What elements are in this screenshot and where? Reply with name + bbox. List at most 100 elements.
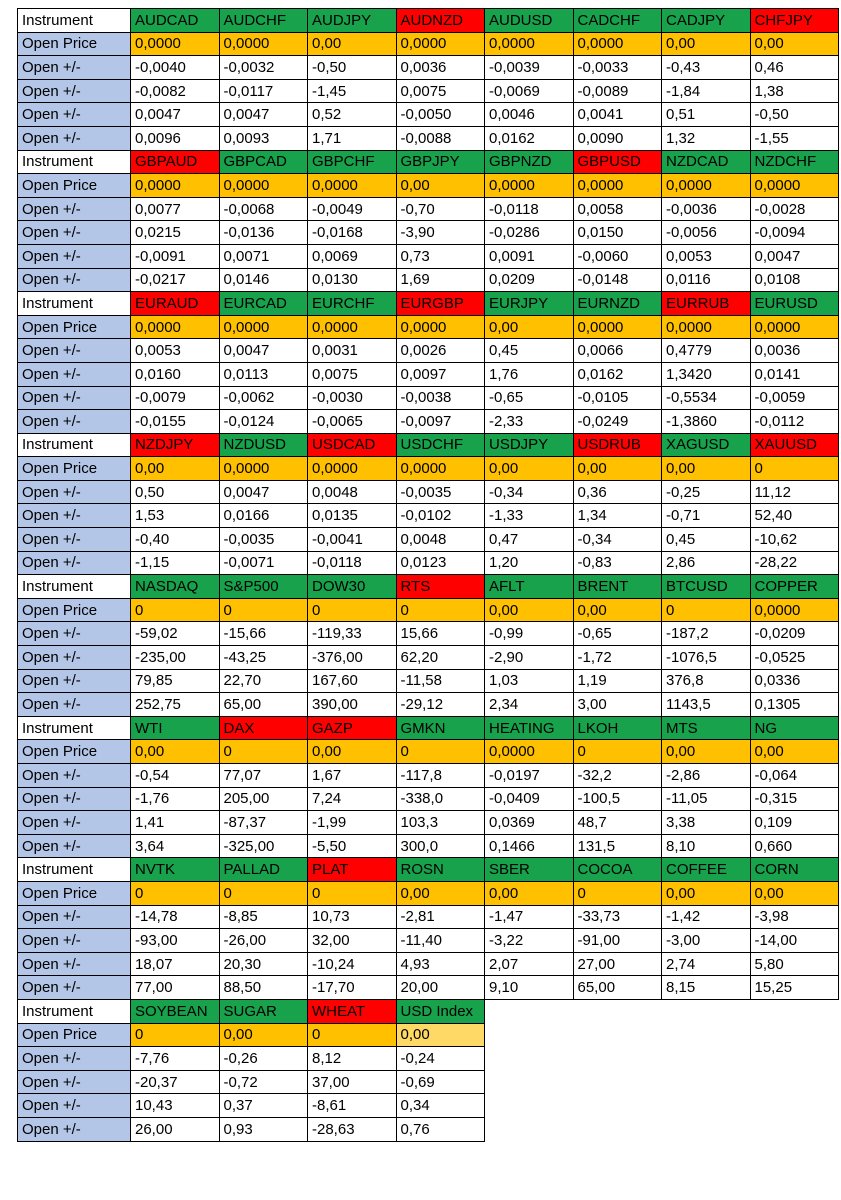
open-change-cell[interactable]: 10,73 (307, 904, 397, 930)
open-change-cell[interactable]: 0,0075 (307, 361, 397, 387)
open-change-cell[interactable]: -0,0041 (307, 527, 397, 552)
open-change-cell[interactable]: 0,0041 (572, 102, 662, 127)
instrument-header-cell[interactable]: XAGUSD (661, 432, 751, 458)
open-change-label-cell[interactable]: Open +/- (17, 763, 131, 788)
instrument-header-cell[interactable]: CADCHF (572, 8, 662, 33)
open-change-cell[interactable]: 1,38 (749, 78, 839, 104)
open-change-label-cell[interactable]: Open +/- (17, 692, 131, 717)
open-change-cell[interactable]: -0,99 (484, 621, 574, 647)
open-price-cell[interactable]: 0,0000 (395, 314, 485, 340)
open-change-cell[interactable]: -1,15 (130, 550, 220, 576)
open-change-label-cell[interactable]: Open +/- (17, 1046, 131, 1071)
open-change-cell[interactable]: -1076,5 (661, 645, 751, 670)
open-change-cell[interactable]: -0,0079 (130, 385, 220, 411)
instrument-header-cell[interactable]: ROSN (395, 857, 485, 882)
open-change-cell[interactable]: -11,58 (395, 668, 485, 694)
instrument-label-cell[interactable]: Instrument (17, 432, 131, 458)
open-change-label-cell[interactable]: Open +/- (17, 55, 131, 80)
open-change-cell[interactable]: 62,20 (395, 645, 485, 670)
open-change-cell[interactable]: -0,50 (749, 102, 839, 127)
instrument-header-cell[interactable]: BTCUSD (661, 574, 751, 599)
instrument-header-cell[interactable]: GBPAUD (130, 149, 220, 175)
open-price-cell[interactable]: 0,00 (484, 597, 574, 623)
open-change-cell[interactable]: -1,72 (572, 645, 662, 670)
open-change-cell[interactable]: -3,98 (749, 904, 839, 930)
open-change-cell[interactable]: -235,00 (130, 645, 220, 670)
open-change-label-cell[interactable]: Open +/- (17, 361, 131, 387)
open-change-label-cell[interactable]: Open +/- (17, 220, 131, 245)
open-change-cell[interactable]: 0,0097 (395, 361, 485, 387)
instrument-header-cell[interactable]: BRENT (572, 574, 662, 599)
open-change-cell[interactable]: -87,37 (218, 810, 308, 835)
open-change-cell[interactable]: -2,90 (484, 645, 574, 670)
open-price-cell[interactable]: 0,0000 (130, 173, 220, 198)
open-change-cell[interactable]: -29,12 (395, 692, 485, 717)
instrument-header-cell[interactable]: USD Index (395, 998, 485, 1024)
instrument-header-cell[interactable]: EURRUB (661, 291, 751, 316)
instrument-header-cell[interactable]: CADJPY (661, 8, 751, 33)
open-change-cell[interactable]: -3,00 (661, 928, 751, 953)
open-change-cell[interactable]: -0,65 (572, 621, 662, 647)
open-price-label-cell[interactable]: Open Price (17, 880, 131, 906)
open-price-cell[interactable]: 0 (130, 1022, 220, 1048)
instrument-header-cell[interactable]: NASDAQ (130, 574, 220, 599)
open-price-cell[interactable]: 0,00 (395, 1022, 485, 1048)
open-change-cell[interactable]: -0,0065 (307, 409, 397, 434)
open-change-label-cell[interactable]: Open +/- (17, 645, 131, 670)
open-change-cell[interactable]: 0,0066 (572, 338, 662, 363)
open-change-cell[interactable]: 0,0090 (572, 125, 662, 151)
instrument-header-cell[interactable]: USDCHF (395, 432, 485, 458)
open-price-cell[interactable]: 0,00 (749, 31, 839, 57)
open-change-cell[interactable]: -0,0118 (484, 196, 574, 222)
open-change-cell[interactable]: -33,73 (572, 904, 662, 930)
open-change-cell[interactable]: 0,45 (661, 527, 751, 552)
open-change-cell[interactable]: 1,03 (484, 668, 574, 694)
open-change-cell[interactable]: -0,0062 (218, 385, 308, 411)
open-change-label-cell[interactable]: Open +/- (17, 810, 131, 835)
open-change-cell[interactable]: 0,0150 (572, 220, 662, 245)
open-change-cell[interactable]: -0,0105 (572, 385, 662, 411)
open-change-cell[interactable]: -14,78 (130, 904, 220, 930)
open-change-cell[interactable]: 2,07 (484, 951, 574, 977)
open-change-label-cell[interactable]: Open +/- (17, 786, 131, 812)
open-change-cell[interactable]: -338,0 (395, 786, 485, 812)
open-change-cell[interactable]: 1,76 (484, 361, 574, 387)
open-change-cell[interactable]: 0,0215 (130, 220, 220, 245)
open-change-label-cell[interactable]: Open +/- (17, 951, 131, 977)
open-change-cell[interactable]: 0,660 (749, 833, 839, 859)
open-change-cell[interactable]: 0,0053 (661, 243, 751, 269)
instrument-header-cell[interactable]: EURUSD (749, 291, 839, 316)
open-change-cell[interactable]: -2,86 (661, 763, 751, 788)
open-change-cell[interactable]: -0,0088 (395, 125, 485, 151)
open-change-cell[interactable]: 0,47 (484, 527, 574, 552)
open-change-cell[interactable]: 0,0053 (130, 338, 220, 363)
open-change-cell[interactable]: 1,53 (130, 503, 220, 529)
open-change-cell[interactable]: 0,0058 (572, 196, 662, 222)
open-change-cell[interactable]: 37,00 (307, 1069, 397, 1095)
open-price-label-cell[interactable]: Open Price (17, 1022, 131, 1048)
open-change-cell[interactable]: -0,34 (572, 527, 662, 552)
open-change-cell[interactable]: 1,41 (130, 810, 220, 835)
open-change-cell[interactable]: -1,45 (307, 78, 397, 104)
open-change-label-cell[interactable]: Open +/- (17, 621, 131, 647)
open-change-cell[interactable]: 1,19 (572, 668, 662, 694)
open-change-cell[interactable]: 5,80 (749, 951, 839, 977)
open-change-cell[interactable]: -0,0112 (749, 409, 839, 434)
open-change-cell[interactable]: 1,71 (307, 125, 397, 151)
instrument-header-cell[interactable]: CHFJPY (749, 8, 839, 33)
open-change-label-cell[interactable]: Open +/- (17, 125, 131, 151)
instrument-header-cell[interactable]: HEATING (484, 715, 574, 741)
open-change-cell[interactable]: -8,61 (307, 1093, 397, 1118)
open-change-cell[interactable]: 0,0141 (749, 361, 839, 387)
open-price-cell[interactable]: 0,0000 (130, 314, 220, 340)
open-change-cell[interactable]: 0,52 (307, 102, 397, 127)
instrument-label-cell[interactable]: Instrument (17, 857, 131, 882)
instrument-header-cell[interactable]: SUGAR (218, 998, 308, 1024)
open-change-cell[interactable]: 0,0036 (749, 338, 839, 363)
instrument-header-cell[interactable]: USDRUB (572, 432, 662, 458)
instrument-header-cell[interactable]: SBER (484, 857, 574, 882)
open-change-cell[interactable]: 77,07 (218, 763, 308, 788)
instrument-header-cell[interactable]: S&P500 (218, 574, 308, 599)
open-change-cell[interactable]: 0,73 (395, 243, 485, 269)
open-price-cell[interactable]: 0 (130, 597, 220, 623)
